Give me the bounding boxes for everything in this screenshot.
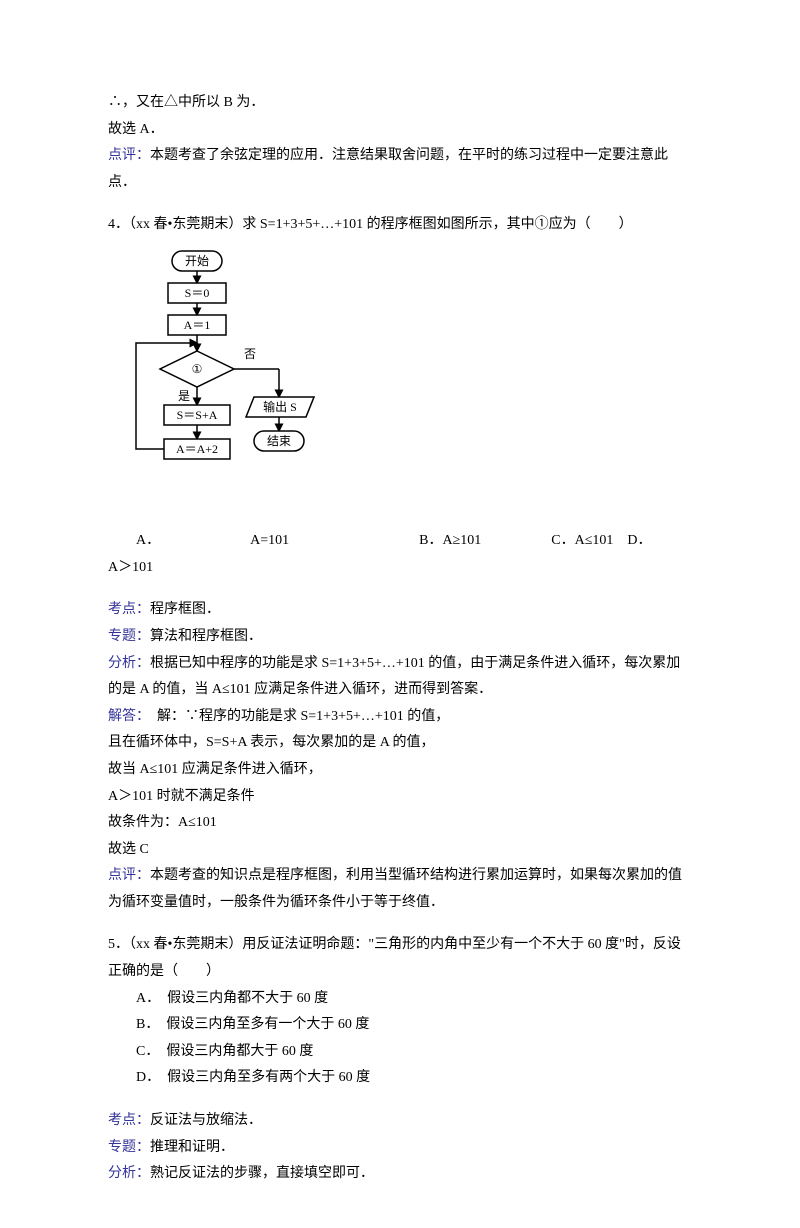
fc-a1-text: A＝1 <box>184 318 211 332</box>
label-fenxi: 分析： <box>108 656 150 671</box>
flowchart: 开始 S＝0 A＝1 ① 否 输出 S 结束 是 <box>124 247 692 498</box>
q3-tail-2: 故选 A． <box>108 117 692 144</box>
q4-dp-text: 本题考查的知识点是程序框图，利用当型循环结构进行累加运算时，如果每次累加的值为循… <box>108 868 682 910</box>
q4-opt-b: B．A≥101 <box>419 533 481 548</box>
fc-yes-label: 是 <box>178 389 190 403</box>
q3-tail-1: ∴，又在△中所以 B 为． <box>108 90 692 117</box>
label-jieda: 解答： <box>108 709 143 724</box>
q4-stem: 4．（xx 春•东莞期末）求 S=1+3+5+…+101 的程序框图如图所示，其… <box>108 212 692 239</box>
q5-fx-text: 熟记反证法的步骤，直接填空即可． <box>150 1166 374 1181</box>
label-zhuanti: 专题： <box>108 1140 150 1155</box>
q4-opt-c: C．A≤101 <box>551 533 613 548</box>
fc-s0-text: S＝0 <box>185 286 210 300</box>
q4-options: A． A=101 B．A≥101 C．A≤101 D． <box>108 502 692 555</box>
label-dianping: 点评： <box>108 868 150 883</box>
fc-start-text: 开始 <box>185 254 209 268</box>
q4-jd6: 故选 C <box>108 837 692 864</box>
fc-ssa-text: S＝S+A <box>177 408 218 422</box>
q5-fx: 分析：熟记反证法的步骤，直接填空即可． <box>108 1161 692 1188</box>
spacer <box>108 916 692 932</box>
q4-zt-text: 算法和程序框图． <box>150 629 262 644</box>
label-dianping: 点评： <box>108 148 150 163</box>
q3-tail-3: 点评：本题考查了余弦定理的应用．注意结果取舍问题，在平时的练习过程中一定要注意此… <box>108 143 692 196</box>
q5-zt: 专题：推理和证明． <box>108 1135 692 1162</box>
fc-aa2-text: A＝A+2 <box>176 442 218 456</box>
label-zhuanti: 专题： <box>108 629 150 644</box>
flowchart-svg: 开始 S＝0 A＝1 ① 否 输出 S 结束 是 <box>124 247 334 487</box>
q4-dp: 点评：本题考查的知识点是程序框图，利用当型循环结构进行累加运算时，如果每次累加的… <box>108 863 692 916</box>
q5-stem: 5．（xx 春•东莞期末）用反证法证明命题："三角形的内角中至少有一个不大于 6… <box>108 932 692 985</box>
q4-fx-text: 根据已知中程序的功能是求 S=1+3+5+…+101 的值，由于满足条件进入循环… <box>108 656 680 698</box>
label-kaodian: 考点： <box>108 1113 150 1128</box>
q4-fx: 分析：根据已知中程序的功能是求 S=1+3+5+…+101 的值，由于满足条件进… <box>108 651 692 704</box>
q5-opt-b: B． 假设三内角至多有一个大于 60 度 <box>108 1012 692 1039</box>
q5-opt-c: C． 假设三内角都大于 60 度 <box>108 1039 692 1066</box>
q5-zt-text: 推理和证明． <box>150 1140 234 1155</box>
spacer <box>108 1092 692 1108</box>
fc-end-text: 结束 <box>267 434 291 448</box>
q5-kd: 考点：反证法与放缩法． <box>108 1108 692 1135</box>
page-root: ∴，又在△中所以 B 为． 故选 A． 点评：本题考查了余弦定理的应用．注意结果… <box>0 0 800 1228</box>
q4-jd5: 故条件为：A≤101 <box>108 810 692 837</box>
q4-jd1: 解：∵程序的功能是求 S=1+3+5+…+101 的值， <box>143 709 449 724</box>
q4-jd: 解答： 解：∵程序的功能是求 S=1+3+5+…+101 的值， <box>108 704 692 731</box>
q4-kd: 考点：程序框图． <box>108 597 692 624</box>
q4-opt-a: A=101 <box>250 533 289 548</box>
label-fenxi: 分析： <box>108 1166 150 1181</box>
q4-opt-d-pre: D． <box>627 533 651 548</box>
q4-kd-text: 程序框图． <box>150 602 220 617</box>
spacer <box>108 581 692 597</box>
q5-kd-text: 反证法与放缩法． <box>150 1113 262 1128</box>
q4-opt-a-pre: A． <box>108 533 160 548</box>
q4-opt-d: A＞101 <box>108 555 692 582</box>
spacer <box>108 196 692 212</box>
fc-no-label: 否 <box>244 347 256 361</box>
q5-opt-d: D． 假设三内角至多有两个大于 60 度 <box>108 1065 692 1092</box>
label-kaodian: 考点： <box>108 602 150 617</box>
q4-jd2: 且在循环体中，S=S+A 表示，每次累加的是 A 的值， <box>108 730 692 757</box>
q4-jd3: 故当 A≤101 应满足条件进入循环， <box>108 757 692 784</box>
q4-zt: 专题：算法和程序框图． <box>108 624 692 651</box>
q5-opt-a: A． 假设三内角都不大于 60 度 <box>108 986 692 1013</box>
q3-dp-text: 本题考查了余弦定理的应用．注意结果取舍问题，在平时的练习过程中一定要注意此点． <box>108 148 668 190</box>
q4-jd4: A＞101 时就不满足条件 <box>108 784 692 811</box>
fc-output-text: 输出 S <box>263 399 297 414</box>
fc-cond-text: ① <box>192 362 203 376</box>
